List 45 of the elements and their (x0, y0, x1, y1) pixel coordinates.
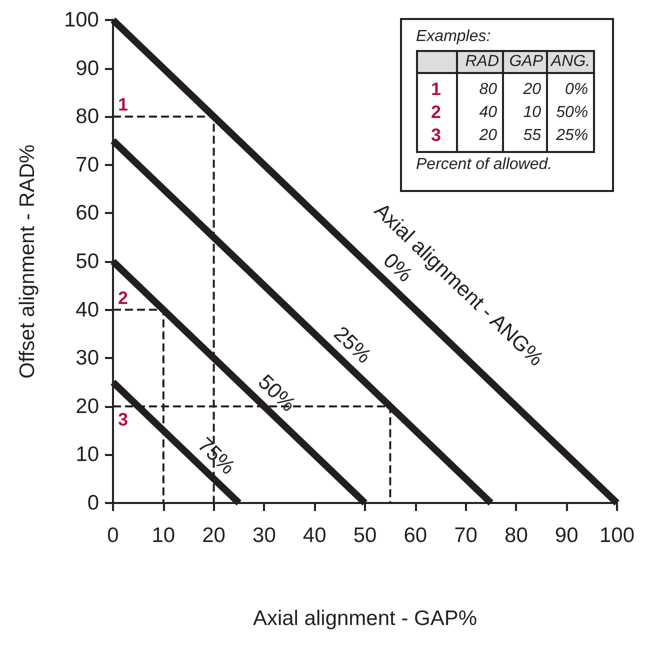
annotation: 3 (417, 124, 457, 152)
annotation: 10 (503, 101, 547, 124)
y-tick-label: 60 (76, 202, 99, 225)
annotation: 80 (457, 73, 503, 101)
annotation: RAD (457, 51, 503, 73)
y-tick-label: 70 (76, 153, 99, 176)
annotation: 2 (417, 101, 457, 124)
text: 25% (329, 322, 376, 368)
y-tick-label: 20 (76, 394, 99, 418)
y-axis-title: Offset alignment - RAD% (16, 144, 39, 379)
annotation: 55 (503, 124, 547, 152)
y-tick-label: 10 (76, 443, 99, 466)
y-tick-label: 90 (76, 56, 99, 80)
annotation: 3 (118, 409, 128, 430)
annotation: 2 (118, 288, 128, 308)
x-tick-label: 50 (353, 524, 377, 547)
annotation: 50% (547, 101, 594, 124)
y-tick-label: 100 (64, 8, 99, 32)
annotation: 1 (118, 94, 128, 115)
x-tick-label: 80 (504, 524, 528, 547)
annotation: GAP (503, 51, 547, 73)
annotation: 20 (503, 73, 547, 101)
x-tick-label: 30 (252, 524, 276, 547)
x-tick-label: 40 (302, 524, 326, 547)
x-tick-label: 20 (202, 524, 226, 547)
x-tick-label: 100 (599, 524, 635, 547)
annotation: Percent of allowed. (416, 156, 554, 174)
annotation: 1 (417, 73, 457, 101)
annotation: 40 (457, 101, 503, 124)
x-tick-label: 90 (554, 524, 578, 547)
x-tick-label: 60 (404, 524, 428, 547)
annotation: Examples: (416, 28, 492, 46)
x-axis-title: Axial alignment - GAP% (252, 607, 478, 630)
annotation: 25% (547, 124, 594, 152)
annotation: 0% (547, 73, 594, 101)
x-tick-label: 0 (107, 524, 119, 547)
x-tick-label: 70 (454, 524, 478, 547)
annotation: 20 (457, 124, 503, 152)
y-tick-label: 40 (76, 298, 99, 322)
annotation: ANG. (547, 51, 594, 73)
y-tick-label: 80 (76, 105, 99, 128)
x-tick-label: 10 (152, 524, 176, 547)
y-tick-label: 30 (76, 346, 99, 370)
y-tick-label: 50 (76, 250, 99, 273)
y-tick-label: 0 (87, 492, 99, 514)
